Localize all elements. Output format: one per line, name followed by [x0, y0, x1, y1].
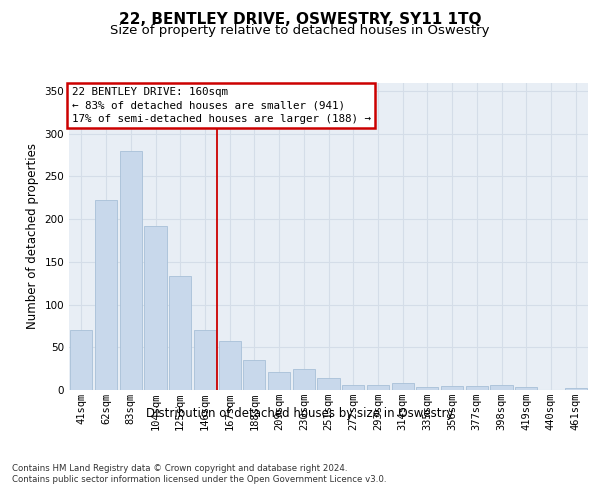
Bar	[515, 388, 538, 390]
Bar	[293, 368, 315, 390]
Bar	[194, 330, 216, 390]
Bar	[169, 276, 191, 390]
Bar	[392, 383, 414, 390]
Bar	[243, 360, 265, 390]
Bar	[317, 378, 340, 390]
Text: 22 BENTLEY DRIVE: 160sqm
← 83% of detached houses are smaller (941)
17% of semi-: 22 BENTLEY DRIVE: 160sqm ← 83% of detach…	[71, 87, 371, 124]
Bar	[70, 330, 92, 390]
Bar	[490, 385, 512, 390]
Text: Size of property relative to detached houses in Oswestry: Size of property relative to detached ho…	[110, 24, 490, 37]
Bar	[145, 226, 167, 390]
Bar	[218, 342, 241, 390]
Bar	[119, 151, 142, 390]
Text: 22, BENTLEY DRIVE, OSWESTRY, SY11 1TQ: 22, BENTLEY DRIVE, OSWESTRY, SY11 1TQ	[119, 12, 481, 28]
Bar	[268, 372, 290, 390]
Bar	[466, 386, 488, 390]
Bar	[441, 386, 463, 390]
Bar	[342, 385, 364, 390]
Text: Contains HM Land Registry data © Crown copyright and database right 2024.: Contains HM Land Registry data © Crown c…	[12, 464, 347, 473]
Bar	[565, 388, 587, 390]
Bar	[416, 388, 439, 390]
Bar	[95, 200, 117, 390]
Bar	[367, 385, 389, 390]
Y-axis label: Number of detached properties: Number of detached properties	[26, 143, 39, 329]
Text: Distribution of detached houses by size in Oswestry: Distribution of detached houses by size …	[146, 408, 454, 420]
Text: Contains public sector information licensed under the Open Government Licence v3: Contains public sector information licen…	[12, 475, 386, 484]
